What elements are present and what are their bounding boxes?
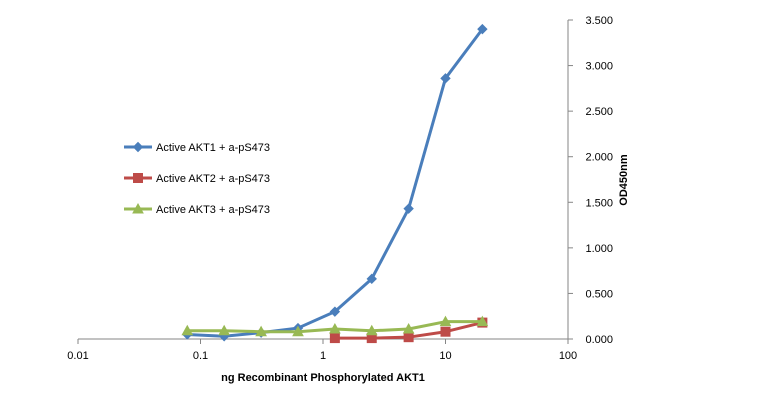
y-tick-label: 1.500 — [585, 197, 613, 209]
data-point — [255, 325, 267, 337]
legend-label: Active AKT1 + a-pS473 — [156, 142, 270, 154]
data-point — [292, 325, 304, 337]
axes — [77, 19, 573, 344]
data-point — [181, 324, 194, 336]
legend-label: Active AKT2 + a-pS473 — [156, 173, 270, 185]
y-tick-label: 0.500 — [585, 288, 613, 300]
x-tick-label: 0.1 — [193, 350, 208, 362]
x-tick-labels: 0.01 0.1 1 10 100 — [67, 350, 577, 362]
legend-item: Active AKT2 + a-pS473 — [124, 173, 270, 185]
data-point — [402, 322, 415, 334]
data-point — [329, 322, 341, 334]
data-point — [477, 23, 488, 35]
y-tick-label: 1.000 — [585, 243, 613, 255]
data-point — [366, 273, 377, 285]
y-tick-label: 0.000 — [585, 334, 613, 346]
y-tick-label: 3.000 — [585, 61, 613, 73]
legend-label: Active AKT3 + a-pS473 — [156, 204, 270, 216]
y-tick-label: 2.000 — [585, 152, 613, 164]
x-axis-title: ng Recombinant Phosphorylated AKT1 — [221, 372, 425, 384]
data-point — [403, 332, 414, 343]
series-layer — [181, 23, 489, 344]
x-tick-label: 0.01 — [67, 350, 88, 362]
x-tick-label: 10 — [439, 350, 451, 362]
y-tick-label: 2.500 — [585, 106, 613, 118]
data-point — [218, 324, 231, 336]
data-point — [329, 306, 341, 317]
legend-marker — [132, 141, 144, 153]
data-point — [440, 326, 451, 337]
legend-marker — [133, 173, 143, 183]
x-tick-label: 100 — [559, 350, 577, 362]
data-point — [329, 333, 340, 344]
y-axis-title: OD450nm — [618, 154, 630, 206]
legend-marker — [132, 202, 144, 214]
x-tick-label: 1 — [320, 350, 326, 362]
data-point — [403, 203, 414, 214]
y-tick-label: 3.500 — [585, 15, 613, 27]
data-point — [476, 315, 489, 327]
legend-item: Active AKT3 + a-pS473 — [124, 202, 270, 216]
data-point — [439, 315, 452, 327]
y-tick-labels: 0.000 0.500 1.000 1.500 2.000 2.500 3.000 3.500 — [585, 15, 613, 346]
legend: Active AKT1 + a-pS473 Active AKT2 + a-pS4… — [124, 141, 270, 216]
series-3 — [181, 315, 489, 337]
data-point — [440, 73, 451, 84]
legend-item: Active AKT1 + a-pS473 — [124, 141, 270, 154]
data-point — [365, 324, 378, 336]
